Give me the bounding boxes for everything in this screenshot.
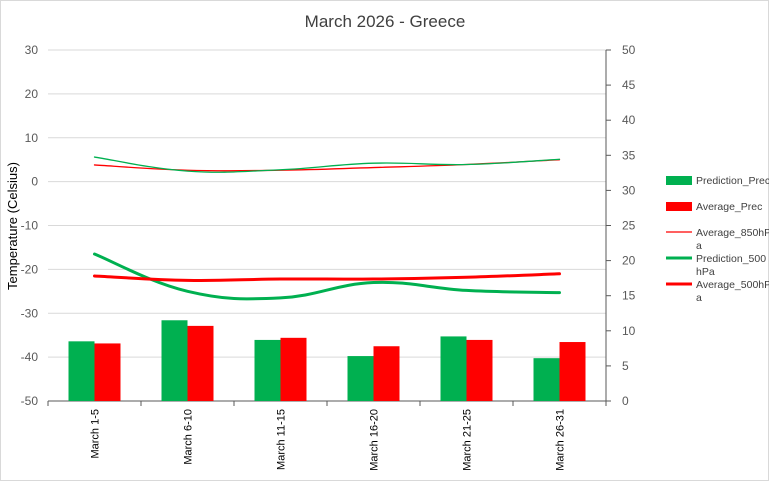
left-axis-tick-label: 30 bbox=[25, 43, 39, 57]
right-axis-tick-label: 30 bbox=[622, 183, 636, 197]
bar bbox=[347, 356, 374, 401]
right-axis-tick-label: 15 bbox=[622, 289, 636, 303]
right-axis-tick-label: 25 bbox=[622, 219, 636, 233]
y-axis-title: Temperature (Celsius) bbox=[5, 162, 20, 290]
bar bbox=[440, 336, 467, 401]
category-labels: March 1-5 March 6-10 March 11-15 March 16-2… bbox=[90, 409, 567, 471]
series-line bbox=[93, 156, 561, 173]
right-axis-tick-label: 5 bbox=[622, 359, 629, 373]
series-line bbox=[93, 272, 561, 282]
right-axis-tick-label: 35 bbox=[622, 148, 636, 162]
bar bbox=[254, 339, 281, 401]
axes bbox=[47, 49, 611, 406]
right-axis-tick-label: 40 bbox=[622, 113, 636, 127]
right-axis-tick-label: 50 bbox=[622, 43, 636, 57]
bar bbox=[68, 341, 95, 401]
legend-label: Prediction_Prec bbox=[696, 175, 769, 187]
right-axis-tick-label: 20 bbox=[622, 254, 636, 268]
category-label: March 6-10 bbox=[183, 409, 195, 465]
category-label: March 26-31 bbox=[555, 409, 567, 471]
bar bbox=[559, 342, 586, 401]
left-axis-tick-label: -40 bbox=[21, 350, 39, 364]
left-axis-tick-label: -30 bbox=[21, 306, 39, 320]
left-axis-tick-label: -10 bbox=[21, 219, 39, 233]
left-axis-tick-label: 10 bbox=[25, 131, 39, 145]
bar bbox=[187, 325, 214, 401]
series-line bbox=[93, 252, 561, 301]
legend-label: a bbox=[696, 240, 702, 252]
left-axis-tick-label: 20 bbox=[25, 87, 39, 101]
gridlines bbox=[48, 49, 606, 358]
right-axis-tick-label: 45 bbox=[622, 78, 636, 92]
chart-title: March 2026 - Greece bbox=[305, 12, 466, 31]
category-label: March 16-20 bbox=[369, 409, 381, 471]
category-label: March 11-15 bbox=[276, 409, 288, 470]
bar bbox=[280, 337, 307, 401]
legend-label: Prediction_500 bbox=[696, 253, 766, 265]
left-axis-tick-label: 0 bbox=[31, 175, 38, 189]
right-axis-tick-label: 10 bbox=[622, 324, 636, 338]
legend: Prediction_Prec Average_Prec Average_850hP… bbox=[666, 175, 769, 304]
legend-label: Average_Prec bbox=[696, 201, 762, 213]
bar bbox=[466, 339, 493, 401]
category-label: March 21-25 bbox=[462, 409, 474, 471]
bar bbox=[94, 343, 121, 401]
left-axis-ticks: 30 20 10 0 -10 -20 -30 -40 -50 bbox=[21, 43, 39, 408]
legend-label: hPa bbox=[696, 266, 715, 278]
left-axis-tick-label: -50 bbox=[21, 394, 39, 408]
bar bbox=[373, 346, 400, 401]
line-series bbox=[93, 156, 561, 301]
legend-label: Average_850hP bbox=[696, 227, 769, 239]
legend-label: Average_500hP bbox=[696, 279, 769, 291]
category-label: March 1-5 bbox=[90, 409, 102, 459]
bar bbox=[533, 358, 560, 401]
legend-label: a bbox=[696, 292, 702, 304]
bar bbox=[161, 320, 188, 401]
legend-swatch bbox=[666, 176, 692, 185]
bar-series bbox=[68, 320, 586, 401]
legend-swatch bbox=[666, 202, 692, 211]
right-axis-tick-label: 0 bbox=[622, 394, 629, 408]
left-axis-tick-label: -20 bbox=[21, 262, 39, 276]
